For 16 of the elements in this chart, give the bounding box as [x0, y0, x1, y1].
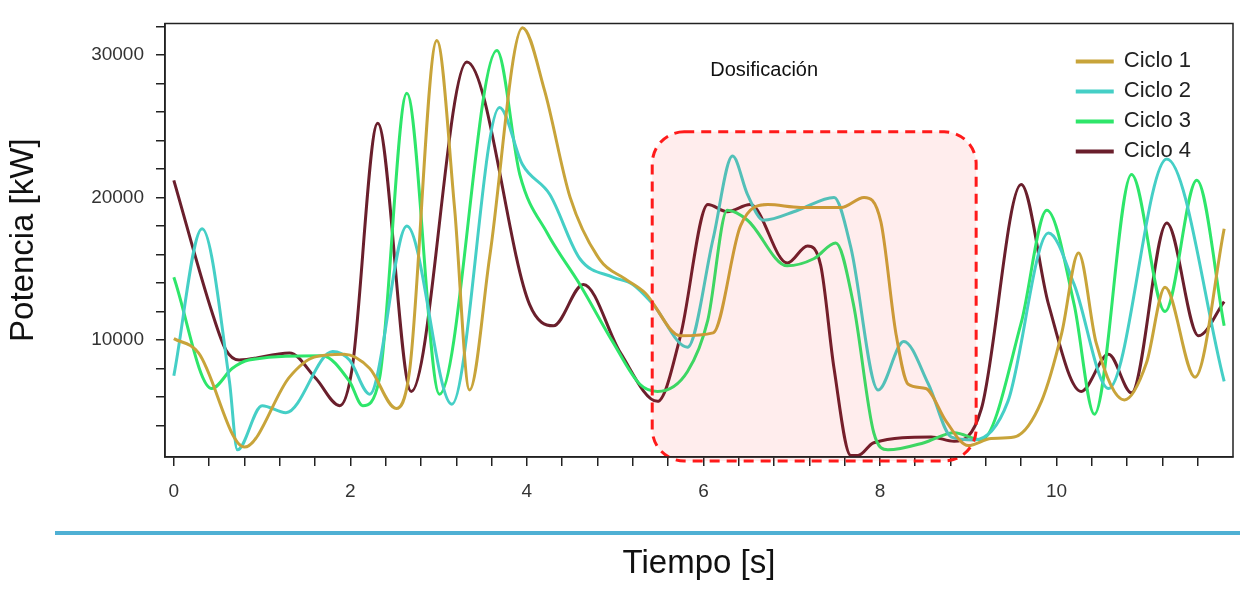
- x-tick-label: 4: [521, 479, 533, 501]
- x-tick-label: 6: [698, 479, 709, 501]
- x-tick-label: 2: [345, 479, 356, 501]
- legend-label: Ciclo 3: [1123, 107, 1191, 133]
- x-tick-label: 10: [1045, 479, 1068, 501]
- x-axis-title: Tiempo [s]: [622, 543, 776, 581]
- legend-label: Ciclo 4: [1123, 137, 1191, 163]
- x-tick-label: 8: [874, 479, 886, 501]
- y-tick-label: 10000: [91, 328, 144, 350]
- x-tick-label: 0: [168, 479, 180, 501]
- band-label: Dosificación: [710, 57, 819, 80]
- legend-label: Ciclo 2: [1123, 77, 1191, 103]
- y-tick-label: 30000: [91, 43, 144, 65]
- y-axis-title: Potencia [kW]: [2, 138, 40, 342]
- y-tick-label: 20000: [91, 185, 144, 207]
- legend-label: Ciclo 1: [1123, 47, 1191, 73]
